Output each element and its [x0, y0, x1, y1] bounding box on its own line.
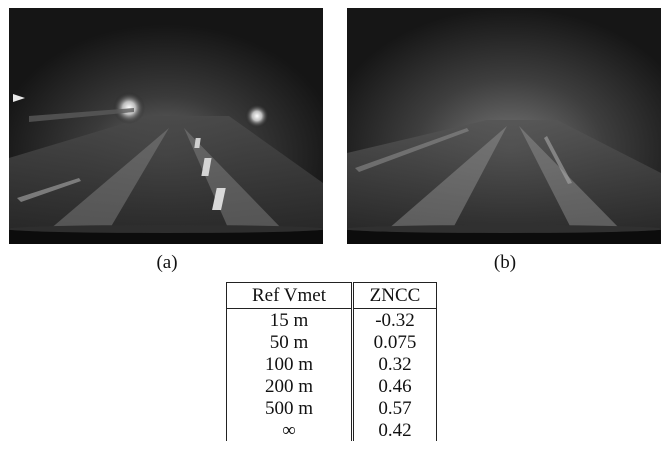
- ref-vmet-cell: ∞: [226, 419, 354, 441]
- table-row: 500 m 0.57: [226, 397, 437, 419]
- ref-vmet-cell: 15 m: [226, 308, 354, 331]
- table-row: ∞ 0.42: [226, 419, 437, 441]
- table-row: 100 m 0.32: [226, 353, 437, 375]
- table-row: 50 m 0.075: [226, 331, 437, 353]
- table-row: 200 m 0.46: [226, 375, 437, 397]
- zncc-cell: 0.46: [352, 375, 437, 397]
- ref-vmet-cell: 50 m: [226, 331, 354, 353]
- ref-vmet-cell: 500 m: [226, 397, 354, 419]
- zncc-cell: 0.42: [352, 419, 437, 441]
- caption-panel-b: (b): [493, 252, 517, 273]
- results-table: Ref Vmet ZNCC 15 m -0.32 50 m 0.075 100 …: [226, 282, 437, 441]
- caption-panel-a: (a): [156, 252, 178, 273]
- ref-vmet-cell: 100 m: [226, 353, 354, 375]
- photo-foggy-road-simulated: [347, 8, 661, 244]
- table-row: 15 m -0.32: [226, 308, 437, 331]
- ref-vmet-cell: 200 m: [226, 375, 354, 397]
- photo-foggy-road-real: [9, 8, 323, 244]
- zncc-cell: 0.32: [352, 353, 437, 375]
- zncc-cell: 0.075: [352, 331, 437, 353]
- zncc-cell: 0.57: [352, 397, 437, 419]
- header-zncc: ZNCC: [352, 282, 437, 309]
- zncc-cell: -0.32: [352, 308, 437, 331]
- table-header-row: Ref Vmet ZNCC: [226, 282, 437, 309]
- header-ref-vmet: Ref Vmet: [226, 282, 354, 309]
